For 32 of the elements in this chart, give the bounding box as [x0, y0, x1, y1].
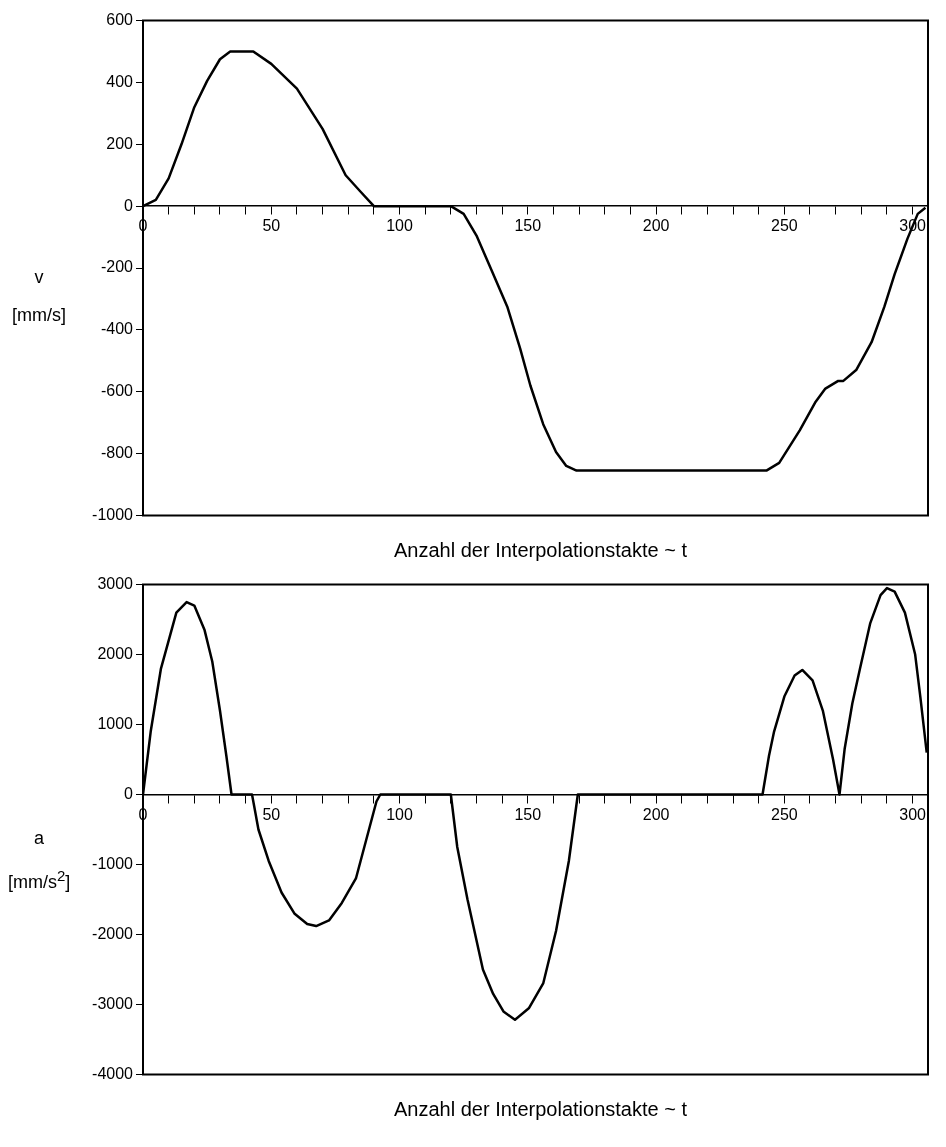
x-tick-label: 50 [262, 217, 281, 235]
x-tick-label: 250 [770, 217, 798, 235]
text: a [mm/s$^{2}$] [8, 828, 71, 893]
x-axis-title: Anzahl der Interpolationstakte ~ t [393, 1097, 688, 1122]
x-tick-label: 50 [262, 805, 281, 823]
y-tick-label: -1000 [92, 505, 134, 523]
y-tick-label: 2000 [97, 644, 134, 662]
y-tick-label: 200 [106, 134, 134, 152]
x-tick-label: 200 [642, 805, 670, 823]
y-tick-label: -200 [100, 258, 134, 276]
y-tick-label: -2000 [92, 924, 134, 942]
x-tick-label: 250 [770, 805, 798, 823]
y-tick-label: 0 [124, 196, 134, 214]
y-tick-label: 3000 [97, 575, 134, 593]
x-axis-title: Anzahl der Interpolationstakte ~ t [393, 538, 688, 563]
y-tick-label: 600 [106, 11, 134, 29]
y-tick-label: -400 [100, 320, 134, 338]
x-tick-label: 100 [386, 217, 413, 235]
y-tick-label: -1000 [92, 854, 134, 872]
y-tick-label: -3000 [92, 994, 134, 1012]
y-tick-label: -600 [100, 382, 134, 400]
x-tick-label: 300 [899, 805, 927, 823]
y-tick-label: -800 [100, 443, 134, 461]
x-tick-label: 200 [642, 217, 670, 235]
x-tick-label: 150 [514, 805, 542, 823]
y-tick-label: 400 [106, 72, 134, 90]
y-tick-label: 1000 [97, 714, 134, 732]
x-tick-label: 100 [386, 805, 413, 823]
y-axis-title: v [mm/s] [11, 265, 67, 327]
y-tick-label: -4000 [92, 1064, 134, 1082]
y-tick-label: 0 [124, 784, 134, 802]
x-tick-label: 150 [514, 217, 542, 235]
